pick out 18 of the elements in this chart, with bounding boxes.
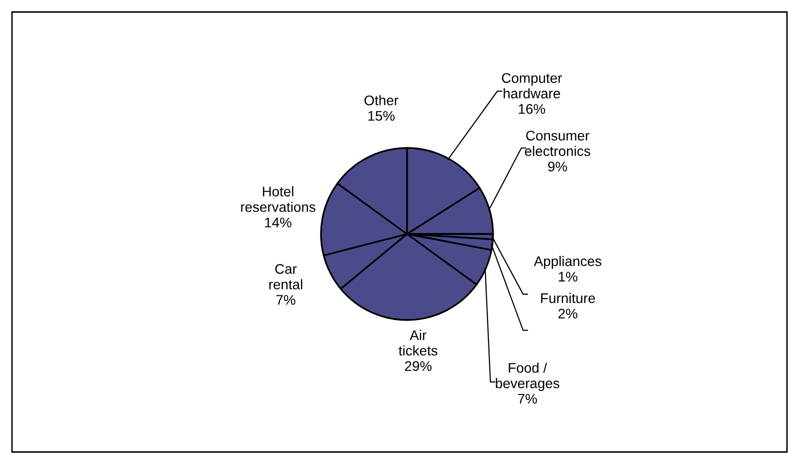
slice-label: Consumer electronics [524, 130, 590, 156]
slice-label: Air tickets [398, 330, 438, 356]
data-label: 16% [518, 104, 546, 114]
slice-label: Food / beverages [496, 362, 560, 391]
data-label: 1% [558, 272, 578, 282]
data-label: 29% [404, 361, 432, 372]
slice-label: Furniture [541, 292, 595, 304]
data-label: 7% [276, 295, 296, 305]
slice-label: Hotel reservations [241, 186, 316, 212]
data-label: 2% [558, 308, 578, 319]
data-label: 15% [368, 110, 395, 121]
data-label: 9% [548, 162, 568, 172]
data-label: 14% [265, 218, 292, 228]
data-label: 7% [518, 394, 537, 404]
slice-label: Other [364, 95, 398, 106]
slice-label: Computer hardware [502, 73, 562, 98]
slice-label: Appliances [534, 256, 602, 269]
slice-label: Car rental [269, 264, 302, 290]
